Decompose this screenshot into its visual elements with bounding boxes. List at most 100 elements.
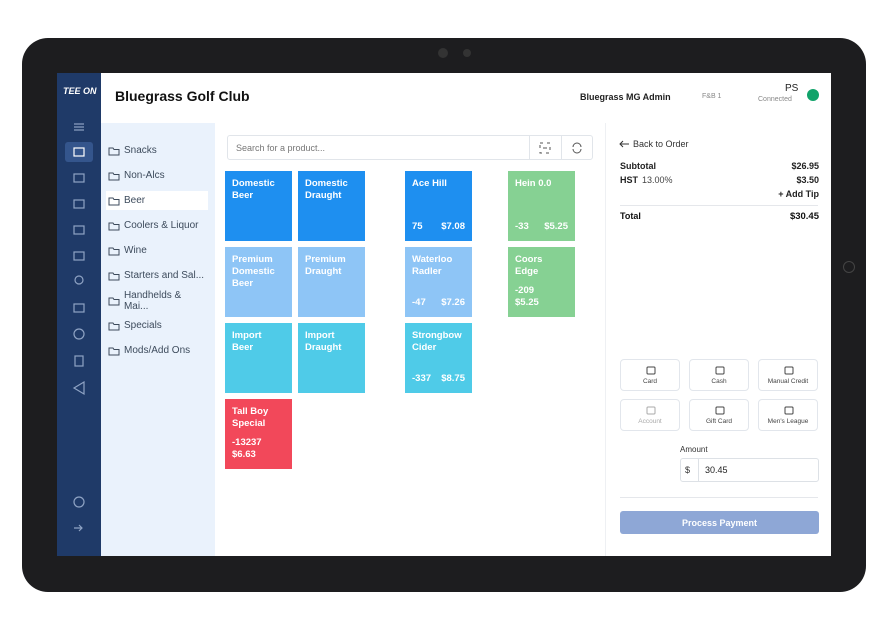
back-link[interactable]: Back to Order [633,139,689,149]
search-placeholder[interactable]: Search for a product... [236,143,326,153]
add-tip[interactable]: + Add Tip [778,189,819,199]
panel-divider [605,123,606,556]
payment-icon [715,406,725,415]
divider [529,135,530,160]
product-price: $6.63 [232,449,256,460]
user-name[interactable]: Bluegrass MG Admin [580,92,671,102]
product-tile[interactable]: Strongbow Cider -337 $8.75 [405,323,472,393]
nav-icons [65,123,93,532]
amount-input[interactable] [680,458,819,482]
product-name[interactable]: Hein 0.0 [515,178,552,189]
payment-method[interactable]: Account [620,399,680,431]
product-name[interactable]: Strongbow Cider [412,330,462,353]
folder-icon [108,147,120,155]
product-name[interactable]: Import Draught [305,330,342,353]
folder-icon [108,247,120,255]
payment-label[interactable]: Gift Card [705,418,732,425]
product-tile[interactable]: Import Draught [298,323,365,393]
payment-icon [715,366,725,375]
product-tile[interactable]: Import Beer [225,323,292,393]
product-tile[interactable]: Domestic Beer [225,171,292,241]
product-name[interactable]: Domestic Draught [305,178,348,201]
product-info: 75 $7.08 [412,221,465,233]
product-tile[interactable]: Coors Edge -209 $5.25 [508,247,575,317]
amount-currency: $ [685,465,691,475]
product-tile[interactable]: Ace Hill 75 $7.08 [405,171,472,241]
payment-method[interactable]: Cash [689,359,749,391]
product-name[interactable]: Waterloo Radler [412,254,453,277]
category-item[interactable]: Non-Alcs [106,166,208,185]
tax: $3.50 [796,175,819,185]
payment-method[interactable]: Men's League [758,399,818,431]
folder-icon [108,297,120,305]
product-info: -13237 $6.63 [232,437,285,461]
product-price: $7.08 [441,221,465,232]
process-button[interactable] [620,511,819,534]
category-label[interactable]: Coolers & Liquor [124,220,199,231]
product-tile[interactable]: Domestic Draught [298,171,365,241]
category-item[interactable]: Wine [106,241,208,260]
category-label[interactable]: Handhelds & Mai... [123,289,182,312]
payment-label[interactable]: Card [642,378,658,385]
side-button [843,261,855,273]
category-item[interactable]: Starters and Sal... [106,266,208,285]
product-tile[interactable]: Waterloo Radler -47 $7.26 [405,247,472,317]
product-tile[interactable]: Premium Draught [298,247,365,317]
product-name[interactable]: Premium Draught [305,254,346,277]
tax-rate: 13.00% [642,175,673,185]
category-item[interactable]: Mods/Add Ons [106,341,208,360]
payment-label[interactable]: Cash [711,378,727,385]
connection-status: Connected [758,96,792,103]
payment-label[interactable]: Account [638,418,662,425]
category-label[interactable]: Specials [124,320,162,331]
product-name[interactable]: Domestic Beer [232,178,275,201]
product-info: -337 $8.75 [412,373,465,385]
category-label[interactable]: Non-Alcs [124,170,165,181]
folder-icon [108,347,120,355]
scan-button[interactable] [538,141,552,155]
status-dot [807,89,819,101]
search-box[interactable] [227,135,593,160]
product-price: $5.25 [544,221,568,232]
payment-method[interactable]: Manual Credit [758,359,818,391]
refresh-button[interactable] [570,141,584,155]
payment-label[interactable]: Men's League [767,418,809,425]
category-item[interactable]: Coolers & Liquor [106,216,208,235]
product-tile[interactable]: Hein 0.0 -33 $5.25 [508,171,575,241]
amount-value[interactable]: 30.45 [705,465,728,475]
product-tile[interactable]: Premium Domestic Beer [225,247,292,317]
payment-icon [646,406,656,415]
payment-method[interactable]: Card [620,359,680,391]
category-label[interactable]: Starters and Sal... [124,270,205,281]
product-price: $8.75 [441,373,465,384]
station: F&B 1 [702,93,722,100]
payment-label[interactable]: Manual Credit [767,378,809,385]
category-label[interactable]: Beer [124,195,146,206]
category-item[interactable]: Beer [106,191,208,210]
category-label[interactable]: Snacks [124,145,157,156]
product-price: $5.25 [515,297,539,308]
amount-label: Amount [680,445,708,454]
product-name[interactable]: Ace Hill [412,178,447,189]
product-info: -47 $7.26 [412,297,465,309]
payment-icon [646,366,656,375]
folder-icon [108,197,120,205]
category-item[interactable]: Specials [106,316,208,335]
product-stock: -13237 [232,437,262,448]
product-name[interactable]: Import Beer [232,330,262,353]
product-name[interactable]: Coors Edge [515,254,543,277]
payment-method[interactable]: Gift Card [689,399,749,431]
category-panel [101,123,215,556]
payment-icon [784,406,794,415]
product-name[interactable]: Tall Boy Special [232,406,269,429]
process-button-label[interactable]: Process Payment [681,518,758,528]
category-item[interactable]: Snacks [106,141,208,160]
product-name[interactable]: Premium Domestic Beer [232,254,275,289]
product-tile[interactable]: Tall Boy Special -13237 $6.63 [225,399,292,469]
back-arrow[interactable] [619,139,631,149]
category-label[interactable]: Wine [124,245,147,256]
product-stock: -209 [515,285,535,296]
total: $30.45 [789,211,819,222]
category-label[interactable]: Mods/Add Ons [124,345,191,356]
category-item[interactable]: Handhelds & Mai... [106,289,208,312]
